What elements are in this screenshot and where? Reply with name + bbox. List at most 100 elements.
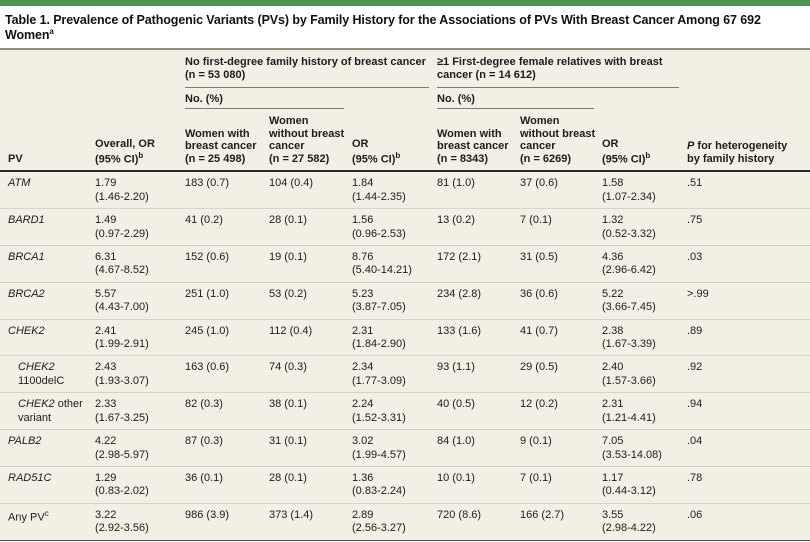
col-header-p-heterogeneity: P for heterogeneity by family history bbox=[687, 140, 788, 166]
or-cell: 7.05 (3.53-14.08) bbox=[602, 435, 662, 461]
or-cell: 2.34 (1.77-3.09) bbox=[352, 361, 406, 387]
p-value-cell: >.99 bbox=[687, 287, 709, 300]
or-cell: 2.40 (1.57-3.66) bbox=[602, 361, 656, 387]
header-group-row: No first-degree family history of breast… bbox=[0, 50, 810, 88]
or-cell: 1.17 (0.44-3.12) bbox=[602, 471, 656, 498]
p-value-cell: .51 bbox=[687, 177, 703, 190]
p-value-cell: .89 bbox=[687, 324, 703, 337]
cases-count-cell: 81 (1.0) bbox=[437, 177, 475, 190]
cases-count-cell: 87 (0.3) bbox=[185, 435, 223, 448]
table-row-brca1: BRCA1 6.31 (4.67-8.52) 152 (0.6) 19 (0.1… bbox=[0, 246, 810, 283]
overall-or-cell: 5.57 (4.43-7.00) bbox=[95, 287, 149, 314]
col-header-or-family-history: OR (95% CI)b bbox=[602, 137, 651, 166]
overall-or-cell: 2.43 (1.93-3.07) bbox=[95, 361, 149, 387]
no-pct-label-right: No. (%) bbox=[437, 93, 594, 109]
cases-count-cell: 10 (0.1) bbox=[437, 471, 475, 484]
p-value-cell: .75 bbox=[687, 214, 703, 227]
p-value-cell: .94 bbox=[687, 398, 703, 411]
cases-count-cell: 986 (3.9) bbox=[185, 508, 230, 521]
col-header-cases-family-history: Women with breast cancer (n = 8343) bbox=[437, 127, 509, 166]
data-table: No first-degree family history of breast… bbox=[0, 50, 810, 541]
controls-count-cell: 31 (0.1) bbox=[269, 435, 307, 448]
cases-count-cell: 82 (0.3) bbox=[185, 398, 223, 411]
controls-count-cell: 74 (0.3) bbox=[269, 361, 307, 374]
overall-or-cell: 2.41 (1.99-2.91) bbox=[95, 324, 149, 351]
controls-count-cell: 112 (0.4) bbox=[269, 324, 313, 337]
controls-count-cell: 19 (0.1) bbox=[269, 251, 307, 264]
cases-count-cell: 133 (1.6) bbox=[437, 324, 482, 337]
or-cell: 2.31 (1.84-2.90) bbox=[352, 324, 406, 351]
or-cell: 3.02 (1.99-4.57) bbox=[352, 435, 406, 461]
controls-count-cell: 38 (0.1) bbox=[269, 398, 307, 411]
pv-cell: CHEK2 other variant bbox=[18, 398, 83, 424]
or-cell: 3.55 (2.98-4.22) bbox=[602, 508, 656, 535]
or-cell: 1.58 (1.07-2.34) bbox=[602, 177, 656, 203]
or-cell: 2.38 (1.67-3.39) bbox=[602, 324, 656, 351]
controls-count-cell: 104 (0.4) bbox=[269, 177, 314, 190]
cases-count-cell: 152 (0.6) bbox=[185, 251, 230, 264]
overall-or-cell: 1.49 (0.97-2.29) bbox=[95, 214, 149, 240]
or-cell: 1.32 (0.52-3.32) bbox=[602, 214, 656, 240]
controls-count-cell: 41 (0.7) bbox=[520, 324, 558, 337]
col-header-controls-no-history: Women without breast cancer (n = 27 582) bbox=[269, 114, 345, 166]
column-header-row: PV Overall, OR (95% CI)b Women with brea… bbox=[0, 109, 810, 173]
overall-or-cell: 1.29 (0.83-2.02) bbox=[95, 471, 149, 498]
cases-count-cell: 172 (2.1) bbox=[437, 251, 482, 264]
controls-count-cell: 7 (0.1) bbox=[520, 471, 552, 484]
or-cell: 1.56 (0.96-2.53) bbox=[352, 214, 406, 240]
table-row-atm: ATM 1.79 (1.46-2.20) 183 (0.7) 104 (0.4)… bbox=[0, 172, 810, 210]
table-row-rad51c: RAD51C 1.29 (0.83-2.02) 36 (0.1) 28 (0.1… bbox=[0, 467, 810, 504]
pv-cell: BRCA1 bbox=[8, 251, 45, 264]
header-no-pct-row: No. (%) No. (%) bbox=[0, 88, 810, 109]
p-value-cell: .04 bbox=[687, 435, 703, 448]
cases-count-cell: 13 (0.2) bbox=[437, 214, 475, 227]
cases-count-cell: 245 (1.0) bbox=[185, 324, 230, 337]
or-cell: 5.23 (3.87-7.05) bbox=[352, 287, 406, 314]
or-cell: 1.36 (0.83-2.24) bbox=[352, 471, 406, 498]
pv-cell: CHEK2 bbox=[8, 324, 45, 337]
overall-or-cell: 3.22 (2.92-3.56) bbox=[95, 508, 149, 535]
or-cell: 8.76 (5.40-14.21) bbox=[352, 251, 412, 277]
overall-or-cell: 1.79 (1.46-2.20) bbox=[95, 177, 149, 203]
no-pct-label-left: No. (%) bbox=[185, 93, 344, 109]
or-cell: 2.24 (1.52-3.31) bbox=[352, 398, 406, 424]
cases-count-cell: 93 (1.1) bbox=[437, 361, 475, 374]
controls-count-cell: 373 (1.4) bbox=[269, 508, 314, 521]
accent-top-bar bbox=[0, 0, 810, 6]
group-header-no-family-history: No first-degree family history of breast… bbox=[185, 56, 429, 88]
controls-count-cell: 28 (0.1) bbox=[269, 214, 307, 227]
pv-cell: BRCA2 bbox=[8, 287, 45, 300]
cases-count-cell: 36 (0.1) bbox=[185, 471, 223, 484]
table-row-palb2: PALB2 4.22 (2.98-5.97) 87 (0.3) 31 (0.1)… bbox=[0, 430, 810, 467]
p-value-cell: .78 bbox=[687, 471, 703, 484]
controls-count-cell: 166 (2.7) bbox=[520, 508, 565, 521]
pv-cell: BARD1 bbox=[8, 214, 45, 227]
pv-cell: CHEK2 1100delC bbox=[18, 361, 65, 387]
table-row-any-pv: Any PVc 3.22 (2.92-3.56) 986 (3.9) 373 (… bbox=[0, 504, 810, 541]
p-value-cell: .92 bbox=[687, 361, 703, 374]
overall-or-cell: 6.31 (4.67-8.52) bbox=[95, 251, 149, 277]
table-row-chek2: CHEK2 2.41 (1.99-2.91) 245 (1.0) 112 (0.… bbox=[0, 320, 810, 357]
cases-count-cell: 234 (2.8) bbox=[437, 287, 482, 300]
controls-count-cell: 36 (0.6) bbox=[520, 287, 558, 300]
cases-count-cell: 41 (0.2) bbox=[185, 214, 223, 227]
overall-or-cell: 2.33 (1.67-3.25) bbox=[95, 398, 149, 424]
or-cell: 1.84 (1.44-2.35) bbox=[352, 177, 406, 203]
col-header-overall-or: Overall, OR (95% CI)b bbox=[95, 137, 155, 166]
or-cell: 2.31 (1.21-4.41) bbox=[602, 398, 656, 424]
or-cell: 4.36 (2.96-6.42) bbox=[602, 251, 656, 277]
controls-count-cell: 37 (0.6) bbox=[520, 177, 558, 190]
controls-count-cell: 9 (0.1) bbox=[520, 435, 552, 448]
controls-count-cell: 31 (0.5) bbox=[520, 251, 558, 264]
controls-count-cell: 12 (0.2) bbox=[520, 398, 558, 411]
table-title: Table 1. Prevalence of Pathogenic Varian… bbox=[5, 13, 761, 43]
pv-cell: PALB2 bbox=[8, 435, 42, 448]
pv-cell: ATM bbox=[8, 177, 31, 190]
p-value-cell: .03 bbox=[687, 251, 703, 264]
table-row-chek2-other: CHEK2 other variant 2.33 (1.67-3.25) 82 … bbox=[0, 393, 810, 431]
overall-or-cell: 4.22 (2.98-5.97) bbox=[95, 435, 149, 461]
footnotes: Abbreviation: OR, odds ratio. a Includes… bbox=[0, 540, 810, 542]
cases-count-cell: 163 (0.6) bbox=[185, 361, 230, 374]
or-cell: 5.22 (3.66-7.45) bbox=[602, 287, 656, 314]
